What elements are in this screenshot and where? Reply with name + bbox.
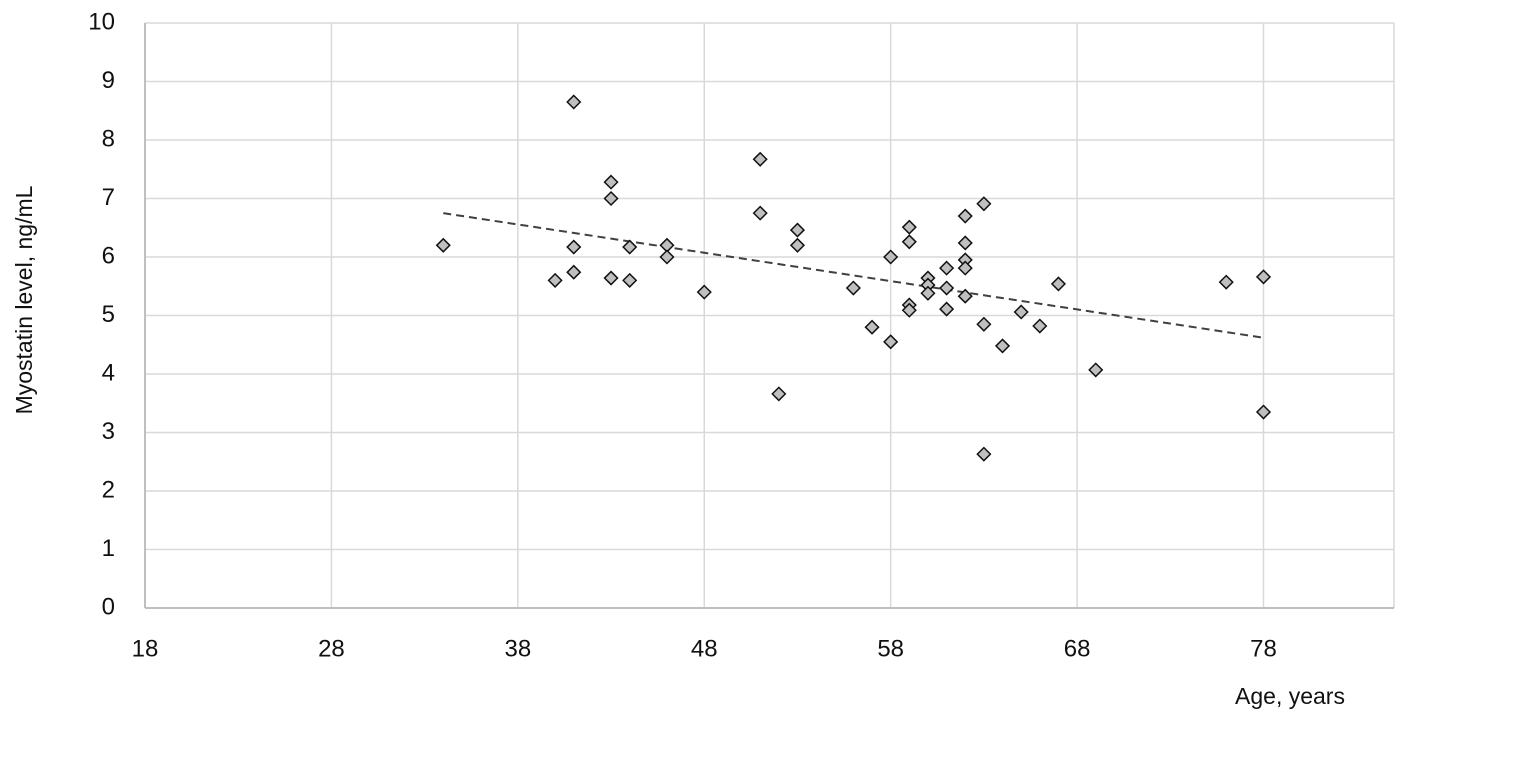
data-point	[1050, 276, 1067, 292]
data-point	[957, 208, 973, 224]
data-point	[901, 302, 917, 318]
x-tick-label: 28	[318, 635, 345, 662]
data-point	[883, 334, 899, 350]
data-point	[939, 280, 955, 296]
data-point	[622, 239, 638, 255]
data-point	[789, 222, 806, 238]
y-tick-label: 2	[102, 476, 115, 503]
data-point	[939, 260, 955, 276]
data-point	[957, 288, 973, 304]
data-point	[976, 446, 992, 462]
data-point	[771, 386, 787, 402]
trendline	[443, 212, 1264, 339]
y-axis-label: Myostatin level, ng/mL	[11, 185, 37, 414]
y-tick-label: 9	[102, 67, 115, 94]
x-tick-label: 78	[1250, 635, 1277, 662]
x-tick-label: 48	[691, 635, 718, 662]
data-point	[1255, 404, 1272, 420]
data-point	[566, 94, 582, 110]
data-point	[957, 260, 973, 276]
y-tick-label: 5	[102, 301, 115, 328]
y-tick-label: 0	[102, 593, 115, 620]
data-point	[1255, 269, 1272, 285]
data-point	[547, 272, 563, 288]
data-point	[864, 319, 880, 335]
y-tick-label: 10	[88, 8, 115, 35]
data-point	[622, 272, 638, 288]
x-tick-label: 68	[1064, 635, 1091, 662]
y-tick-label: 1	[102, 535, 115, 562]
data-point	[696, 284, 712, 300]
x-tick-label: 38	[504, 635, 531, 662]
data-point	[901, 234, 917, 250]
data-point	[1013, 304, 1029, 320]
data-point	[659, 249, 675, 265]
x-tick-label: 18	[132, 635, 159, 662]
data-point	[603, 174, 619, 190]
data-point	[789, 237, 806, 253]
y-tick-label: 8	[102, 125, 115, 152]
data-point	[1088, 362, 1104, 378]
x-axis-label: Age, years	[1235, 683, 1345, 709]
data-point	[1032, 318, 1048, 334]
x-tick-label: 58	[877, 635, 904, 662]
y-tick-label: 4	[102, 359, 115, 386]
data-point	[883, 249, 899, 265]
data-point	[566, 239, 582, 255]
data-point	[939, 301, 955, 317]
data-point	[603, 190, 619, 207]
data-point	[1218, 274, 1234, 290]
data-point	[603, 270, 619, 286]
data-point	[901, 219, 917, 235]
data-point	[435, 237, 451, 253]
data-point	[976, 316, 992, 332]
data-point	[994, 338, 1011, 354]
data-point	[752, 151, 768, 167]
data-point	[566, 264, 582, 280]
data-point	[752, 205, 768, 221]
y-tick-label: 3	[102, 418, 115, 445]
y-tick-label: 6	[102, 242, 115, 269]
data-point	[957, 235, 973, 251]
y-tick-label: 7	[102, 184, 115, 211]
data-point	[920, 285, 936, 301]
data-point	[845, 280, 861, 296]
data-point	[976, 196, 992, 212]
